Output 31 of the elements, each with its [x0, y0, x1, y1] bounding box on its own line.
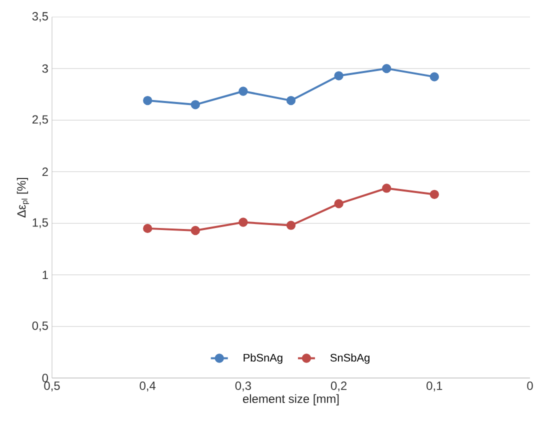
point: [143, 224, 152, 234]
point: [382, 64, 392, 74]
y-tick-label: 2: [42, 168, 48, 176]
y-tick-label: 2,5: [32, 115, 48, 126]
x-axis-title: element size [mm]: [242, 394, 339, 406]
y-tick-label: 1,5: [32, 218, 48, 228]
y-tick-label: 3,5: [32, 12, 48, 22]
point: [286, 96, 296, 106]
point: [430, 190, 439, 199]
x-tick-label: 0: [527, 382, 533, 390]
point: [334, 199, 344, 208]
point: [286, 220, 296, 230]
point: [238, 86, 248, 96]
y-tick-label: 1: [42, 270, 48, 279]
point: [334, 71, 344, 80]
x-tick-label: 0,4: [140, 382, 156, 392]
point: [143, 96, 152, 106]
legend-label: PbSnAg: [244, 354, 282, 364]
y-tick-label: 3: [42, 64, 48, 73]
point: [430, 72, 439, 82]
point: [190, 100, 200, 110]
y-axis-title: Δε$_{pl}$ [%]: [16, 178, 29, 218]
point: [382, 184, 392, 193]
y-tick-label: 0,5: [32, 321, 48, 332]
y-tick-label: 0: [42, 374, 48, 382]
point: [190, 226, 200, 236]
legend-label: SnSbAg: [330, 354, 370, 364]
point: [238, 218, 248, 227]
x-tick-label: 0,2: [330, 382, 347, 392]
x-tick-label: 0,3: [235, 382, 251, 392]
x-tick-label: 0,1: [426, 382, 442, 392]
